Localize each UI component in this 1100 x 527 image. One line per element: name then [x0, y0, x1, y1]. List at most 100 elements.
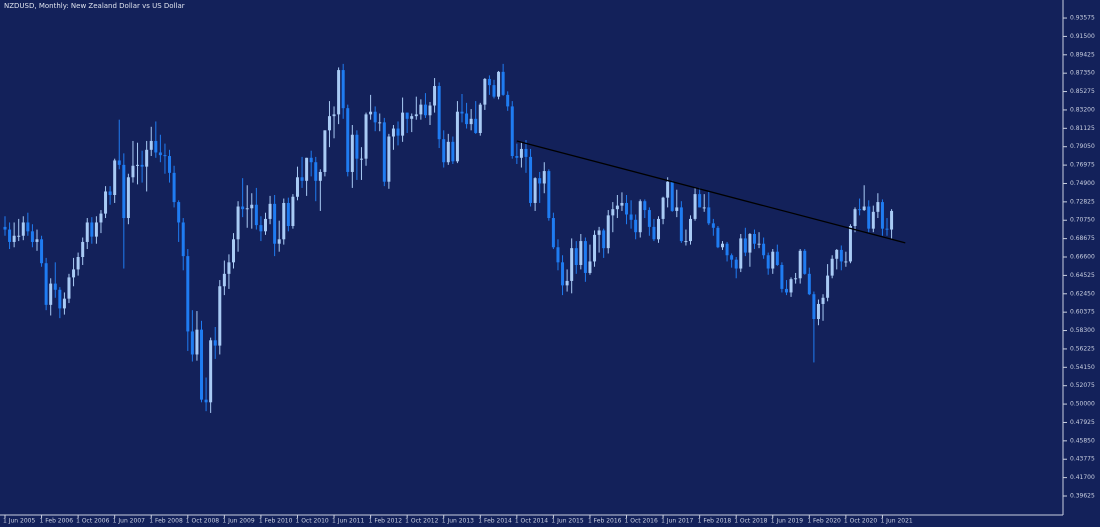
- candle-body: [419, 104, 423, 115]
- candle-body: [716, 227, 720, 248]
- candle-body: [583, 241, 587, 273]
- candle-body: [556, 247, 560, 263]
- candle-body: [743, 238, 747, 253]
- y-tick-label: 0.62450: [1070, 290, 1095, 297]
- candle-body: [693, 194, 697, 219]
- candle-body: [588, 261, 592, 273]
- candle-body: [442, 139, 446, 163]
- candle-body: [853, 209, 857, 227]
- candle-body: [410, 116, 414, 119]
- candle-body: [615, 205, 619, 210]
- candle-body: [798, 250, 802, 279]
- candle-body: [551, 218, 555, 248]
- candle-body: [730, 255, 734, 260]
- candle-body: [318, 171, 322, 181]
- candle-body: [661, 197, 665, 219]
- candle-body: [158, 152, 162, 156]
- candle-body: [620, 202, 624, 206]
- y-tick-label: 0.64525: [1070, 272, 1095, 279]
- y-tick-label: 0.74900: [1070, 180, 1095, 187]
- candle-body: [12, 235, 16, 242]
- candle-body: [707, 207, 711, 224]
- candle-body: [81, 241, 85, 258]
- y-tick-label: 0.45850: [1070, 437, 1095, 444]
- candle-body: [72, 269, 76, 278]
- candle-body: [190, 331, 194, 355]
- y-tick-label: 0.52075: [1070, 382, 1095, 389]
- candle-body: [300, 177, 304, 181]
- candle-body: [748, 233, 752, 253]
- candle-body: [880, 202, 884, 229]
- candle-body: [474, 118, 478, 133]
- candle-body: [670, 181, 674, 211]
- candle-body: [771, 251, 775, 269]
- candle-body: [94, 222, 98, 237]
- candle-body: [314, 162, 318, 181]
- candle-body: [99, 213, 103, 223]
- candle-body: [401, 112, 405, 136]
- candle-body: [154, 140, 158, 153]
- x-tick-label: 1 Feb 2012: [369, 518, 403, 525]
- candle-body: [720, 243, 724, 248]
- candle-body: [524, 148, 528, 157]
- candle-body: [666, 181, 670, 198]
- candle-body: [67, 277, 71, 299]
- candle-body: [341, 70, 345, 109]
- candle-body: [643, 201, 647, 211]
- y-tick-label: 0.39625: [1070, 492, 1095, 499]
- candle-body: [44, 263, 48, 305]
- candle-body: [725, 243, 729, 256]
- candle-body: [49, 283, 53, 305]
- x-tick-label: 1 Feb 2020: [807, 518, 841, 525]
- candle-body: [263, 218, 267, 232]
- candle-body: [844, 261, 848, 263]
- candle-body: [163, 155, 167, 157]
- y-tick-label: 0.76975: [1070, 162, 1095, 169]
- y-tick-label: 0.58300: [1070, 327, 1095, 334]
- candle-body: [469, 118, 473, 125]
- candle-body: [291, 196, 295, 227]
- candle-body: [359, 158, 363, 160]
- candle-body: [90, 222, 94, 237]
- candle-body: [597, 230, 601, 235]
- candle-body: [104, 191, 108, 214]
- candle-body: [21, 222, 25, 236]
- candle-body: [684, 241, 688, 243]
- candle-body: [136, 164, 140, 166]
- candle-body: [702, 207, 706, 209]
- candle-body: [821, 297, 825, 304]
- candle-body: [62, 298, 66, 309]
- candle-body: [465, 113, 469, 125]
- candle-body: [629, 214, 633, 220]
- candle-body: [414, 114, 418, 117]
- candle-body: [652, 226, 656, 240]
- candle-body: [812, 294, 816, 320]
- y-tick-label: 0.89425: [1070, 51, 1095, 58]
- candle-body: [108, 191, 112, 195]
- y-tick-label: 0.60375: [1070, 309, 1095, 316]
- candle-body: [794, 278, 798, 280]
- x-tick-label: 1 Jun 2019: [771, 518, 803, 525]
- candle-body: [885, 228, 889, 230]
- candle-body: [698, 194, 702, 208]
- candle-body: [250, 204, 254, 209]
- y-tick-label: 0.85275: [1070, 88, 1095, 95]
- candle-body: [803, 250, 807, 274]
- candle-body: [58, 289, 62, 309]
- candle-body: [140, 164, 144, 167]
- candle-body: [848, 226, 852, 262]
- candle-body: [396, 128, 400, 136]
- candle-body: [565, 280, 569, 286]
- candle-body: [483, 78, 487, 105]
- candle-body: [858, 209, 862, 211]
- x-tick-label: 1 Oct 2010: [295, 518, 328, 525]
- candle-body: [337, 70, 341, 115]
- candle-body: [126, 177, 130, 219]
- candle-body: [789, 279, 793, 293]
- x-tick-label: 1 Oct 2006: [76, 518, 109, 525]
- candle-body: [478, 104, 482, 133]
- candle-body: [533, 178, 537, 203]
- candle-body: [515, 156, 519, 158]
- x-tick-label: 1 Oct 2012: [405, 518, 438, 525]
- candle-body: [739, 238, 743, 269]
